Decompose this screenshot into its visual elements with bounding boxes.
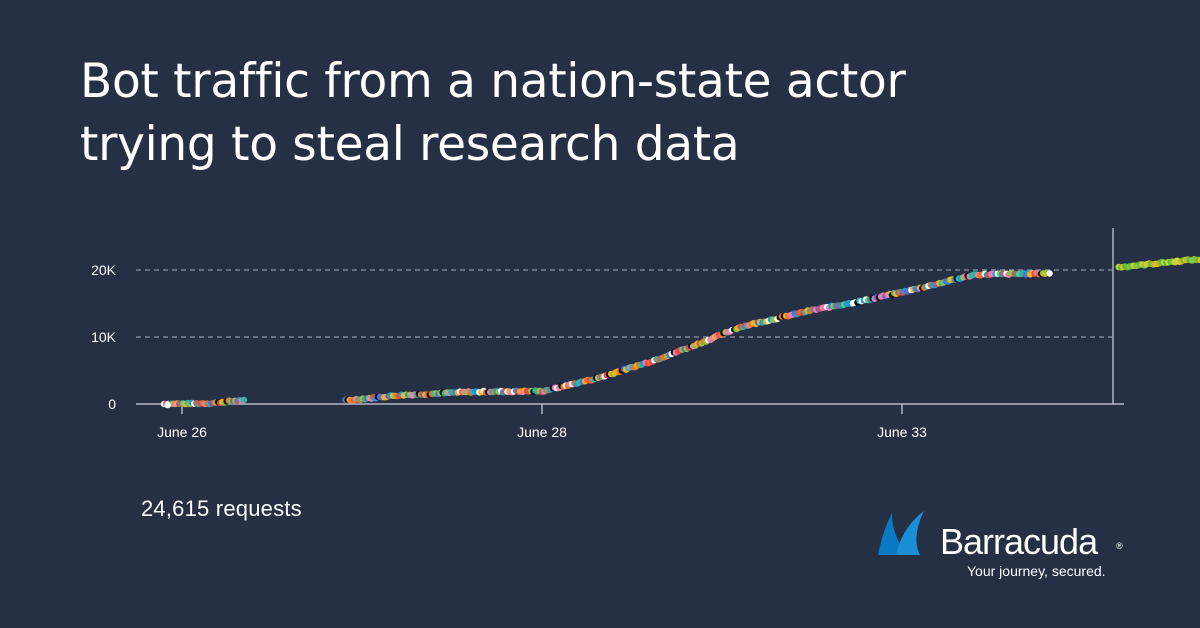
chart-title-line-2: trying to steal research data (80, 117, 740, 172)
logo-registered-mark: ® (1116, 541, 1123, 551)
x-tick-label: June 28 (517, 424, 567, 440)
data-point (164, 401, 171, 409)
data-point (1197, 257, 1200, 264)
x-tick-label: June 33 (877, 424, 927, 440)
y-tick-label: 20K (91, 262, 117, 278)
barracuda-fin-icon (878, 511, 924, 555)
y-tick-label: 10K (91, 329, 117, 345)
logo-tagline: Your journey, secured. (967, 563, 1106, 579)
barracuda-logo: Barracuda ® Your journey, secured. (870, 505, 1130, 585)
x-tick-label: June 26 (157, 424, 207, 440)
logo-brand-name: Barracuda (940, 521, 1098, 562)
data-point (1046, 270, 1053, 277)
chart-title-line-1: Bot traffic from a nation-state actor (80, 54, 906, 109)
y-tick-label: 0 (108, 396, 116, 412)
chart-title: Bot traffic from a nation-state actor tr… (80, 50, 1140, 176)
data-point (240, 396, 248, 404)
requests-count: 24,615 requests (141, 496, 302, 521)
